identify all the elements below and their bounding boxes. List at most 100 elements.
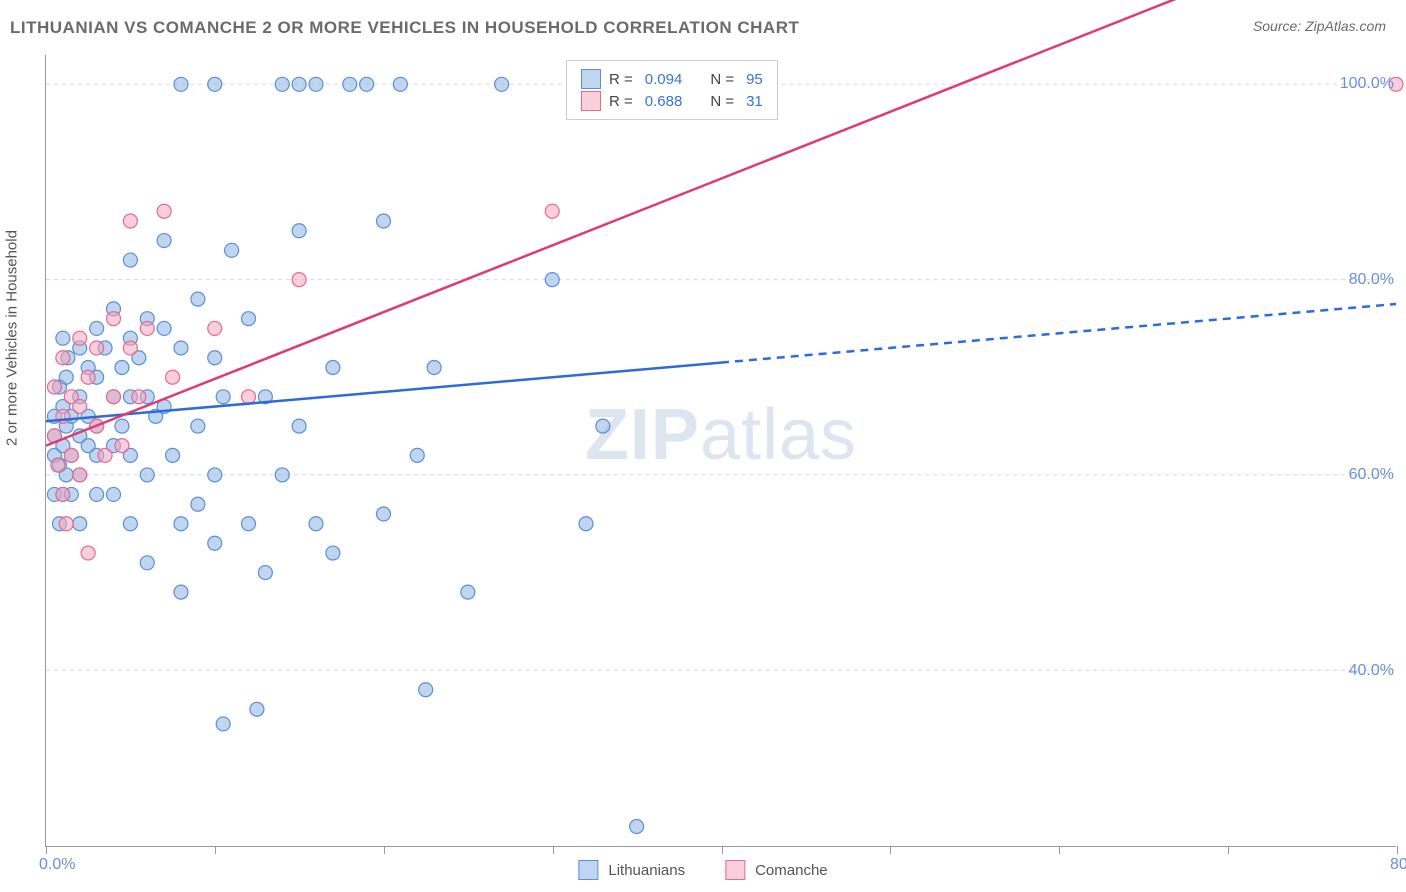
point (107, 390, 121, 404)
point (132, 390, 146, 404)
r-label: R = (609, 71, 633, 88)
point (292, 419, 306, 433)
legend-item-label: Lithuanians (608, 862, 685, 879)
point (123, 253, 137, 267)
point (309, 77, 323, 91)
point (309, 517, 323, 531)
legend-swatch-icon (581, 69, 601, 89)
point (242, 312, 256, 326)
point (275, 468, 289, 482)
source-label: Source: ZipAtlas.com (1253, 18, 1386, 34)
y-tick-label: 40.0% (1349, 662, 1394, 680)
point (216, 390, 230, 404)
point (630, 819, 644, 833)
point (461, 585, 475, 599)
r-value: 0.688 (645, 93, 683, 110)
point (115, 361, 129, 375)
point (115, 419, 129, 433)
point (545, 273, 559, 287)
point (208, 536, 222, 550)
point (258, 566, 272, 580)
point (73, 468, 87, 482)
point (427, 361, 441, 375)
point (90, 487, 104, 501)
point (191, 497, 205, 511)
x-tick (1397, 846, 1398, 854)
point (393, 77, 407, 91)
point (123, 341, 137, 355)
point (250, 702, 264, 716)
r-label: R = (609, 93, 633, 110)
point (579, 517, 593, 531)
point (157, 204, 171, 218)
point (410, 448, 424, 462)
x-tick (1059, 846, 1060, 854)
legend-series: Lithuanians Comanche (578, 860, 827, 880)
legend-stat-row: R = 0.688 N = 31 (581, 91, 763, 111)
point (242, 390, 256, 404)
point (225, 243, 239, 257)
point (326, 546, 340, 560)
point (115, 439, 129, 453)
point (242, 517, 256, 531)
point (73, 400, 87, 414)
point (326, 361, 340, 375)
y-tick-label: 60.0% (1349, 466, 1394, 484)
point (275, 77, 289, 91)
chart-title: LITHUANIAN VS COMANCHE 2 OR MORE VEHICLE… (10, 18, 799, 38)
point (81, 546, 95, 560)
point (191, 292, 205, 306)
x-tick (46, 846, 47, 854)
point (59, 517, 73, 531)
legend-swatch-icon (725, 860, 745, 880)
point (343, 77, 357, 91)
point (377, 214, 391, 228)
point (191, 419, 205, 433)
point (47, 380, 61, 394)
point (140, 556, 154, 570)
x-tick (215, 846, 216, 854)
x-tick (1228, 846, 1229, 854)
point (51, 458, 65, 472)
point (208, 468, 222, 482)
point (208, 77, 222, 91)
x-tick (890, 846, 891, 854)
point (292, 77, 306, 91)
point (216, 717, 230, 731)
chart-area: ZIPatlas R = 0.094 N = 95 R = 0.688 N = … (45, 55, 1396, 847)
y-axis-title: 2 or more Vehicles in Household (4, 230, 21, 446)
point (208, 351, 222, 365)
legend-item: Comanche (725, 860, 828, 880)
legend-item: Lithuanians (578, 860, 685, 880)
point (377, 507, 391, 521)
point (292, 273, 306, 287)
point (90, 321, 104, 335)
legend-stats: R = 0.094 N = 95 R = 0.688 N = 31 (566, 60, 778, 120)
point (140, 321, 154, 335)
point (157, 234, 171, 248)
point (123, 214, 137, 228)
n-value: 31 (746, 93, 763, 110)
legend-item-label: Comanche (755, 862, 828, 879)
x-tick (553, 846, 554, 854)
point (56, 487, 70, 501)
point (56, 331, 70, 345)
point (56, 351, 70, 365)
y-tick-label: 80.0% (1349, 271, 1394, 289)
point (596, 419, 610, 433)
x-tick-label: 80.0% (1390, 856, 1406, 874)
r-value: 0.094 (645, 71, 683, 88)
x-tick-label: 0.0% (39, 856, 75, 874)
point (107, 487, 121, 501)
point (90, 341, 104, 355)
n-label: N = (710, 71, 734, 88)
point (64, 448, 78, 462)
point (59, 370, 73, 384)
point (98, 448, 112, 462)
point (73, 517, 87, 531)
point (107, 312, 121, 326)
legend-stat-row: R = 0.094 N = 95 (581, 69, 763, 89)
point (73, 331, 87, 345)
x-tick (722, 846, 723, 854)
legend-swatch-icon (581, 91, 601, 111)
